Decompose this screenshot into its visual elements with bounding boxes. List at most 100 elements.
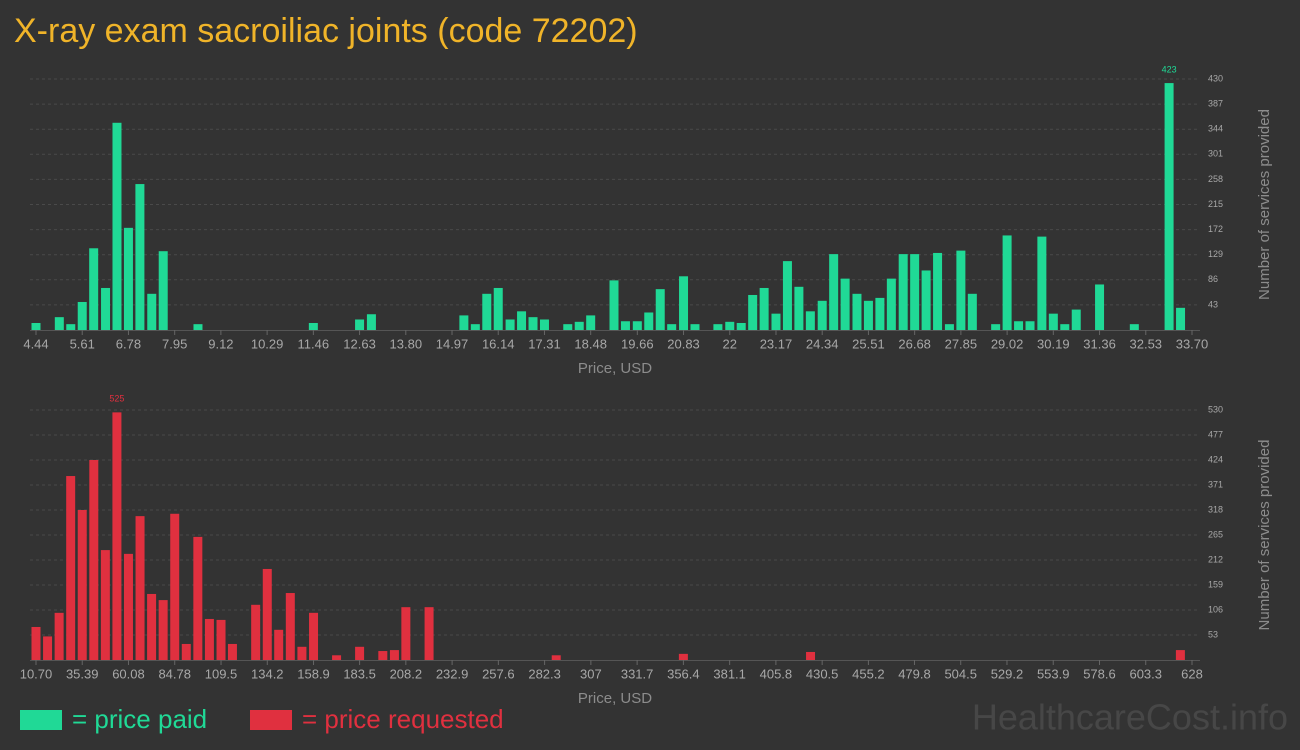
x-tick-label: 307 [580, 666, 602, 681]
bar [991, 324, 1001, 330]
x-tick-label: 27.85 [945, 336, 978, 351]
bar [921, 270, 931, 330]
bar [89, 460, 99, 660]
peak-label: 423 [1162, 64, 1177, 74]
y-tick-label: 212 [1208, 554, 1223, 564]
x-tick-label: 183.5 [343, 666, 376, 681]
x-tick-label: 19.66 [621, 336, 654, 351]
x-tick-label: 31.36 [1083, 336, 1116, 351]
x-tick-label: 479.8 [898, 666, 931, 681]
bar [1037, 236, 1047, 330]
x-tick-label: 158.9 [297, 666, 330, 681]
x-tick-label: 578.6 [1083, 666, 1116, 681]
bar [112, 122, 122, 330]
bar [551, 655, 561, 660]
bar [297, 646, 307, 660]
y-tick-label: 371 [1208, 479, 1223, 489]
bar [505, 319, 515, 330]
x-tick-label: 405.8 [760, 666, 793, 681]
bar [748, 294, 758, 330]
bar [528, 317, 538, 330]
bar [1060, 324, 1070, 330]
x-axis-label: Price, USD [578, 690, 652, 707]
x-tick-label: 504.5 [944, 666, 977, 681]
x-tick-label: 23.17 [760, 336, 793, 351]
bar [355, 646, 365, 660]
bar [956, 250, 966, 330]
bar [43, 636, 53, 660]
y-tick-label: 172 [1208, 224, 1223, 234]
bar [147, 593, 157, 660]
bar [759, 287, 769, 330]
y-tick-label: 424 [1208, 454, 1223, 464]
y-tick-label: 301 [1208, 149, 1223, 159]
x-tick-label: 381.1 [713, 666, 746, 681]
x-tick-label: 84.78 [158, 666, 191, 681]
bar [158, 251, 168, 330]
bar [967, 293, 977, 330]
legend-label: = price paid [72, 704, 207, 734]
bar [493, 287, 503, 330]
bar [563, 324, 573, 330]
legend-label: = price requested [302, 704, 504, 734]
bar [66, 324, 76, 330]
y-tick-label: 53 [1208, 629, 1218, 639]
x-tick-label: 628 [1181, 666, 1203, 681]
bar [470, 324, 480, 330]
x-tick-label: 60.08 [112, 666, 145, 681]
y-tick-label: 530 [1208, 404, 1223, 414]
y-axis-label: Number of services provided [1256, 109, 1273, 300]
bar [366, 314, 376, 330]
y-tick-label: 387 [1208, 98, 1223, 108]
bar [147, 293, 157, 330]
bar [840, 278, 850, 330]
bar [678, 653, 688, 660]
y-tick-label: 258 [1208, 174, 1223, 184]
bar [1164, 83, 1174, 330]
bar [1175, 650, 1185, 660]
bar [736, 322, 746, 330]
x-tick-label: 35.39 [66, 666, 99, 681]
x-tick-label: 17.31 [528, 336, 561, 351]
bar [54, 317, 64, 330]
bar [77, 301, 87, 330]
bar [644, 312, 654, 330]
bar [782, 261, 792, 330]
bar [204, 618, 214, 660]
bar [620, 321, 630, 330]
x-tick-label: 26.68 [898, 336, 931, 351]
x-tick-label: 30.19 [1037, 336, 1070, 351]
bar [216, 619, 226, 660]
bar [378, 651, 388, 660]
bar [713, 324, 723, 330]
x-tick-label: 257.6 [482, 666, 515, 681]
x-tick-label: 14.97 [436, 336, 469, 351]
bar [1095, 284, 1105, 330]
bar [517, 311, 527, 330]
x-tick-label: 5.61 [70, 336, 95, 351]
bar [101, 287, 111, 330]
x-tick-label: 10.29 [251, 336, 284, 351]
bar [251, 604, 261, 660]
x-tick-label: 24.34 [806, 336, 839, 351]
x-tick-label: 208.2 [390, 666, 423, 681]
bar [1129, 324, 1139, 330]
y-tick-label: 159 [1208, 579, 1223, 589]
x-tick-label: 134.2 [251, 666, 284, 681]
x-tick-label: 529.2 [991, 666, 1024, 681]
x-axis-label: Price, USD [578, 360, 652, 377]
x-tick-label: 10.70 [20, 666, 53, 681]
bar [771, 313, 781, 330]
bar [77, 510, 87, 660]
x-tick-label: 9.12 [208, 336, 233, 351]
bar [1025, 321, 1035, 330]
bar [944, 324, 954, 330]
x-tick-label: 430.5 [806, 666, 839, 681]
bar [863, 300, 873, 330]
bar [829, 254, 839, 330]
bar [806, 651, 816, 660]
y-tick-label: 344 [1208, 124, 1223, 134]
bar [805, 311, 815, 330]
